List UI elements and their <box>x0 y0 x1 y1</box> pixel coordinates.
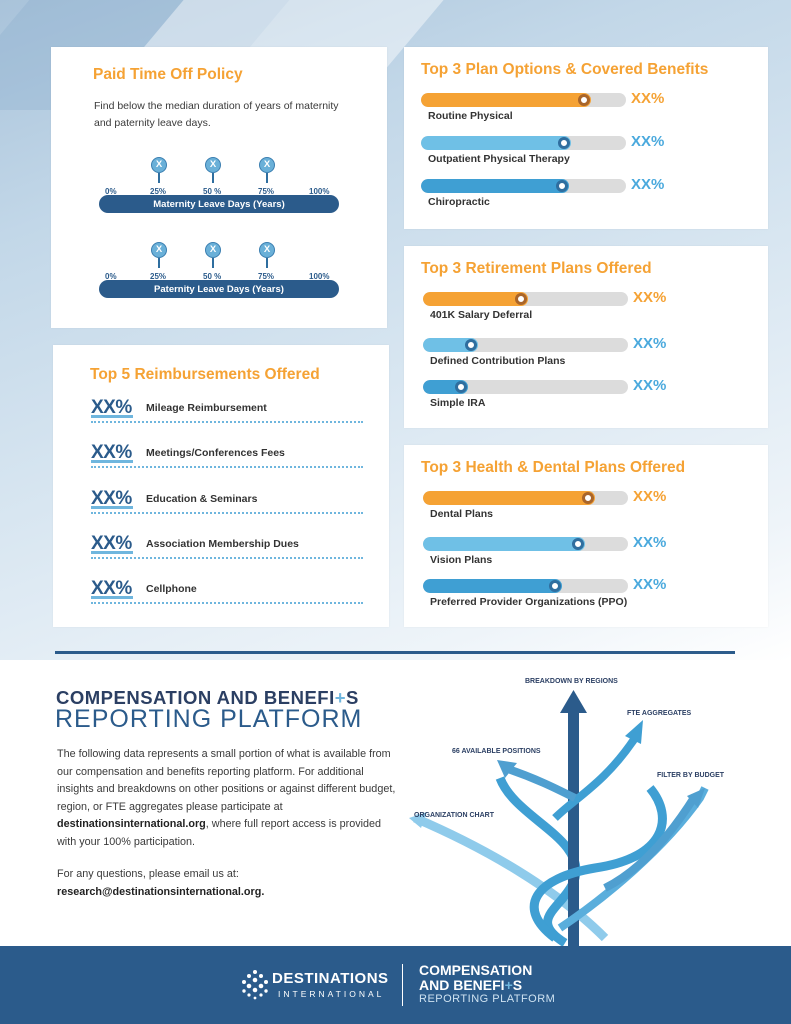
health-item: XX% Dental Plans <box>423 488 703 531</box>
org-name: DESTINATIONS <box>272 970 389 987</box>
reimbursement-item: XX% Mileage Reimbursement <box>91 397 363 423</box>
reimbursement-label: Mileage Reimbursement <box>146 402 267 414</box>
retirement-value: XX% <box>633 377 667 394</box>
tick-label: 25% <box>150 272 167 281</box>
health-item: XX% Vision Plans <box>423 534 703 577</box>
reimbursement-value: XX% <box>91 488 133 509</box>
plan-item: XX% Routine Physical <box>421 90 701 133</box>
pto-description: Find below the median duration of years … <box>94 100 339 129</box>
reimbursement-value: XX% <box>91 533 133 554</box>
arrows-diagram <box>409 690 709 948</box>
paternity-marker: X <box>258 242 276 268</box>
plan-value: XX% <box>631 90 665 107</box>
health-item: XX% Preferred Provider Organizations (PP… <box>423 576 703 619</box>
plan-label: Chiropractic <box>428 196 490 208</box>
plans-title: Top 3 Plan Options & Covered Benefits <box>421 61 709 78</box>
section-divider <box>55 651 735 654</box>
retirement-item: XX% Defined Contribution Plans <box>423 335 703 378</box>
retirement-label: Defined Contribution Plans <box>430 355 566 367</box>
reimbursement-item: XX% Association Membership Dues <box>91 533 363 559</box>
reimbursements-title: Top 5 Reimbursements Offered <box>90 366 320 383</box>
footer-platform-title: COMPENSATION AND BENEFI+S <box>419 962 533 993</box>
reimbursement-label: Cellphone <box>146 583 197 595</box>
plan-label: Outpatient Physical Therapy <box>428 153 570 165</box>
platform-diagram: BREAKDOWN BY REGIONS FTE AGGREGATES 66 A… <box>405 668 775 948</box>
reimbursement-item: XX% Cellphone <box>91 578 363 604</box>
plan-value: XX% <box>631 176 665 193</box>
reimbursements-card: Top 5 Reimbursements Offered XX% Mileage… <box>53 345 389 627</box>
reimbursement-value: XX% <box>91 442 133 463</box>
tick-label: 25% <box>150 187 167 196</box>
retirement-label: Simple IRA <box>430 397 486 409</box>
pto-card: Paid Time Off Policy Find below the medi… <box>51 47 387 328</box>
globe-logo-icon <box>242 970 268 1000</box>
contact-info: For any questions, please email us at: re… <box>57 868 265 898</box>
reimbursement-value: XX% <box>91 397 133 418</box>
health-value: XX% <box>633 534 667 551</box>
plan-label: Routine Physical <box>428 110 513 122</box>
pto-title: Paid Time Off Policy <box>93 66 243 83</box>
diagram-label-org: ORGANIZATION CHART <box>414 812 494 819</box>
footer: DESTINATIONS INTERNATIONAL COMPENSATION A… <box>0 946 791 1024</box>
plan-value: XX% <box>631 133 665 150</box>
tick-label: 50 % <box>203 187 222 196</box>
health-value: XX% <box>633 576 667 593</box>
health-title: Top 3 Health & Dental Plans Offered <box>421 459 686 476</box>
tick-label: 0% <box>105 187 117 196</box>
tick-label: 0% <box>105 272 117 281</box>
maternity-marker: X <box>150 157 168 183</box>
health-card: Top 3 Health & Dental Plans Offered XX% … <box>404 445 768 627</box>
diagram-label-fte: FTE AGGREGATES <box>627 710 692 717</box>
paternity-marker: X <box>204 242 222 268</box>
retirement-value: XX% <box>633 289 667 306</box>
paternity-marker: X <box>150 242 168 268</box>
maternity-scale: X X X 0% 25% 50 % 75% 100% Maternity Lea… <box>99 157 339 227</box>
retirement-label: 401K Salary Deferral <box>430 309 533 321</box>
retirement-item: XX% Simple IRA <box>423 377 703 420</box>
website-link[interactable]: destinationsinternational.org <box>57 818 206 830</box>
diagram-label-positions: 66 AVAILABLE POSITIONS <box>452 748 541 755</box>
footer-platform-subtitle: REPORTING PLATFORM <box>419 993 556 1005</box>
reimbursement-label: Education & Seminars <box>146 493 258 505</box>
retirement-title: Top 3 Retirement Plans Offered <box>421 260 652 277</box>
health-label: Vision Plans <box>430 554 493 566</box>
platform-description: The following data represents a small po… <box>57 748 396 848</box>
maternity-marker: X <box>258 157 276 183</box>
reimbursement-label: Meetings/Conferences Fees <box>146 447 285 459</box>
platform-subtitle: REPORTING PLATFORM <box>55 705 363 733</box>
paternity-bar-label: Paternity Leave Days (Years) <box>99 280 339 298</box>
diagram-label-budget: FILTER BY BUDGET <box>657 772 725 779</box>
retirement-item: XX% 401K Salary Deferral <box>423 289 703 332</box>
health-value: XX% <box>633 488 667 505</box>
reimbursement-value: XX% <box>91 578 133 599</box>
reimbursement-label: Association Membership Dues <box>146 538 299 550</box>
tick-label: 100% <box>309 272 330 281</box>
maternity-marker: X <box>204 157 222 183</box>
diagram-label-regions: BREAKDOWN BY REGIONS <box>525 678 618 685</box>
tick-label: 75% <box>258 187 275 196</box>
reimbursement-item: XX% Meetings/Conferences Fees <box>91 442 363 468</box>
paternity-scale: X X X 0% 25% 50 % 75% 100% Paternity Lea… <box>99 242 339 312</box>
plan-item: XX% Outpatient Physical Therapy <box>421 133 701 176</box>
platform-title: COMPENSATION AND BENEFI+S <box>56 687 359 708</box>
retirement-card: Top 3 Retirement Plans Offered XX% 401K … <box>404 246 768 428</box>
reimbursement-item: XX% Education & Seminars <box>91 488 363 514</box>
health-label: Dental Plans <box>430 508 494 520</box>
maternity-bar-label: Maternity Leave Days (Years) <box>99 195 339 213</box>
tick-label: 100% <box>309 187 330 196</box>
plans-card: Top 3 Plan Options & Covered Benefits XX… <box>404 47 768 229</box>
footer-separator <box>402 964 403 1006</box>
org-sub: INTERNATIONAL <box>278 989 385 999</box>
tick-label: 75% <box>258 272 275 281</box>
plan-item: XX% Chiropractic <box>421 176 701 219</box>
email-link[interactable]: research@destinationsinternational.org. <box>57 885 265 898</box>
retirement-value: XX% <box>633 335 667 352</box>
tick-label: 50 % <box>203 272 222 281</box>
health-label: Preferred Provider Organizations (PPO) <box>430 596 628 608</box>
